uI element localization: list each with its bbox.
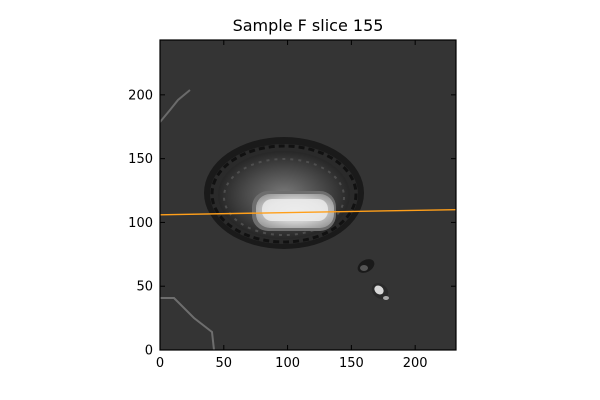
y-tick-label: 0 — [145, 344, 153, 359]
y-tick-label: 50 — [136, 280, 153, 295]
edge-line-bottom-left — [160, 297, 215, 350]
x-tick-label: 200 — [403, 356, 428, 371]
x-axis: 0 50 100 150 200 — [156, 40, 428, 371]
image-area — [160, 40, 456, 350]
y-axis: 0 50 100 150 200 — [128, 88, 456, 359]
y-tick-label: 200 — [128, 88, 153, 103]
fragment — [374, 285, 384, 295]
overlay-line — [160, 208, 456, 216]
x-tick-label: 150 — [339, 356, 364, 371]
y-tick-label: 100 — [128, 216, 153, 231]
y-tick-label: 150 — [128, 152, 153, 167]
axes-frame — [159, 39, 457, 351]
x-tick-label: 100 — [275, 356, 300, 371]
x-tick-label: 50 — [216, 356, 233, 371]
x-tick-label: 0 — [156, 356, 164, 371]
edge-line-top-left — [160, 89, 191, 123]
plot-title: Sample F slice 155 — [232, 16, 384, 35]
